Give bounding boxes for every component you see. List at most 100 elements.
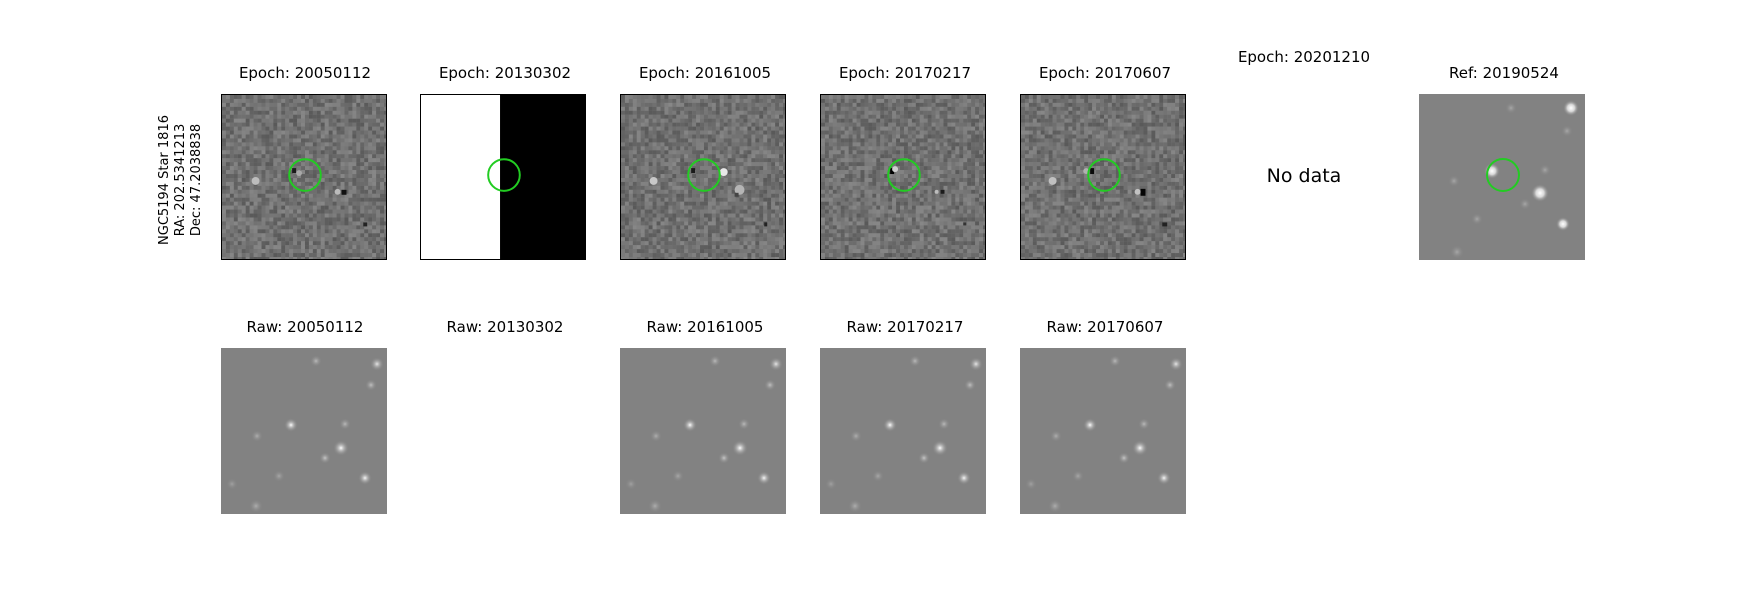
noise-pixel bbox=[868, 213, 873, 218]
noise-pixel bbox=[277, 95, 282, 99]
noise-pixel bbox=[277, 166, 282, 171]
noise-pixel bbox=[939, 110, 944, 115]
noise-pixel bbox=[711, 98, 716, 103]
noise-pixel bbox=[844, 229, 849, 234]
noise-pixel bbox=[245, 197, 250, 202]
noise-pixel bbox=[297, 174, 302, 178]
noise-pixel bbox=[719, 193, 724, 198]
noise-pixel bbox=[767, 122, 772, 127]
noise-pixel bbox=[923, 95, 928, 99]
noise-pixel bbox=[844, 185, 849, 190]
noise-pixel bbox=[676, 110, 681, 115]
noise-pixel bbox=[759, 174, 764, 178]
noise-pixel bbox=[880, 98, 885, 103]
noise-pixel bbox=[959, 193, 964, 198]
noise-pixel bbox=[648, 229, 653, 234]
noise-pixel bbox=[241, 217, 246, 222]
noise-pixel bbox=[919, 126, 924, 131]
noise-pixel bbox=[979, 114, 984, 119]
noise-pixel bbox=[911, 118, 916, 123]
noise-pixel bbox=[348, 158, 353, 163]
noise-pixel bbox=[648, 98, 653, 103]
noise-pixel bbox=[668, 174, 673, 178]
noise-pixel bbox=[676, 189, 681, 194]
noise-pixel bbox=[648, 118, 653, 123]
noise-pixel bbox=[821, 138, 825, 143]
noise-pixel bbox=[888, 177, 893, 182]
noise-pixel bbox=[328, 134, 333, 139]
noise-pixel bbox=[368, 110, 373, 115]
noise-pixel bbox=[692, 237, 697, 242]
noise-pixel bbox=[680, 95, 685, 99]
noise-pixel bbox=[285, 181, 290, 186]
noise-pixel bbox=[368, 95, 373, 99]
noise-pixel bbox=[241, 181, 246, 186]
noise-pixel bbox=[652, 102, 657, 107]
noise-pixel bbox=[672, 170, 677, 175]
noise-pixel bbox=[775, 253, 780, 258]
noise-pixel bbox=[648, 114, 653, 119]
noise-pixel bbox=[832, 213, 837, 218]
noise-pixel bbox=[856, 134, 861, 139]
noise-pixel bbox=[876, 217, 881, 222]
noise-pixel bbox=[955, 142, 960, 147]
noise-pixel bbox=[979, 185, 984, 190]
noise-pixel bbox=[324, 213, 329, 218]
noise-pixel bbox=[253, 217, 258, 222]
noise-pixel bbox=[308, 162, 313, 167]
noise-pixel bbox=[700, 193, 704, 198]
noise-pixel bbox=[703, 174, 708, 178]
noise-pixel bbox=[927, 114, 932, 119]
noise-pixel bbox=[907, 98, 912, 103]
noise-pixel bbox=[975, 98, 980, 103]
noise-pixel bbox=[624, 205, 629, 210]
noise-pixel bbox=[360, 249, 365, 254]
dark-spot bbox=[341, 189, 347, 195]
noise-pixel bbox=[312, 106, 317, 111]
noise-pixel bbox=[676, 197, 681, 202]
noise-pixel bbox=[931, 114, 936, 119]
noise-pixel bbox=[640, 233, 645, 238]
noise-pixel bbox=[919, 138, 924, 143]
noise-pixel bbox=[668, 185, 673, 190]
noise-pixel bbox=[975, 177, 980, 182]
noise-pixel bbox=[775, 181, 780, 186]
noise-pixel bbox=[743, 114, 748, 119]
noise-pixel bbox=[703, 166, 708, 171]
noise-pixel bbox=[632, 193, 637, 198]
noise-pixel bbox=[892, 110, 897, 115]
noise-pixel bbox=[955, 150, 960, 155]
noise-pixel bbox=[648, 245, 653, 250]
noise-pixel bbox=[943, 181, 948, 186]
noise-pixel bbox=[297, 142, 302, 147]
noise-pixel bbox=[747, 249, 752, 254]
noise-pixel bbox=[731, 181, 736, 186]
noise-pixel bbox=[751, 166, 756, 171]
noise-pixel bbox=[759, 106, 764, 111]
noise-pixel bbox=[348, 233, 353, 238]
noise-pixel bbox=[711, 221, 716, 226]
noise-pixel bbox=[828, 177, 833, 182]
noise-pixel bbox=[884, 201, 889, 206]
noise-pixel bbox=[289, 106, 294, 111]
noise-pixel bbox=[715, 98, 720, 103]
noise-pixel bbox=[719, 201, 724, 206]
noise-pixel bbox=[892, 158, 897, 163]
noise-pixel bbox=[967, 166, 972, 171]
noise-pixel bbox=[301, 213, 305, 218]
noise-pixel bbox=[624, 138, 629, 143]
noise-pixel bbox=[727, 237, 732, 242]
noise-pixel bbox=[352, 221, 357, 226]
noise-pixel bbox=[360, 193, 365, 198]
noise-pixel bbox=[660, 142, 665, 147]
noise-pixel bbox=[735, 217, 740, 222]
noise-pixel bbox=[864, 181, 869, 186]
noise-pixel bbox=[751, 201, 756, 206]
noise-pixel bbox=[640, 118, 645, 123]
noise-pixel bbox=[860, 225, 865, 230]
noise-pixel bbox=[380, 221, 385, 226]
noise-pixel bbox=[821, 213, 825, 218]
noise-pixel bbox=[222, 174, 226, 178]
noise-pixel bbox=[684, 189, 689, 194]
noise-pixel bbox=[225, 150, 230, 155]
